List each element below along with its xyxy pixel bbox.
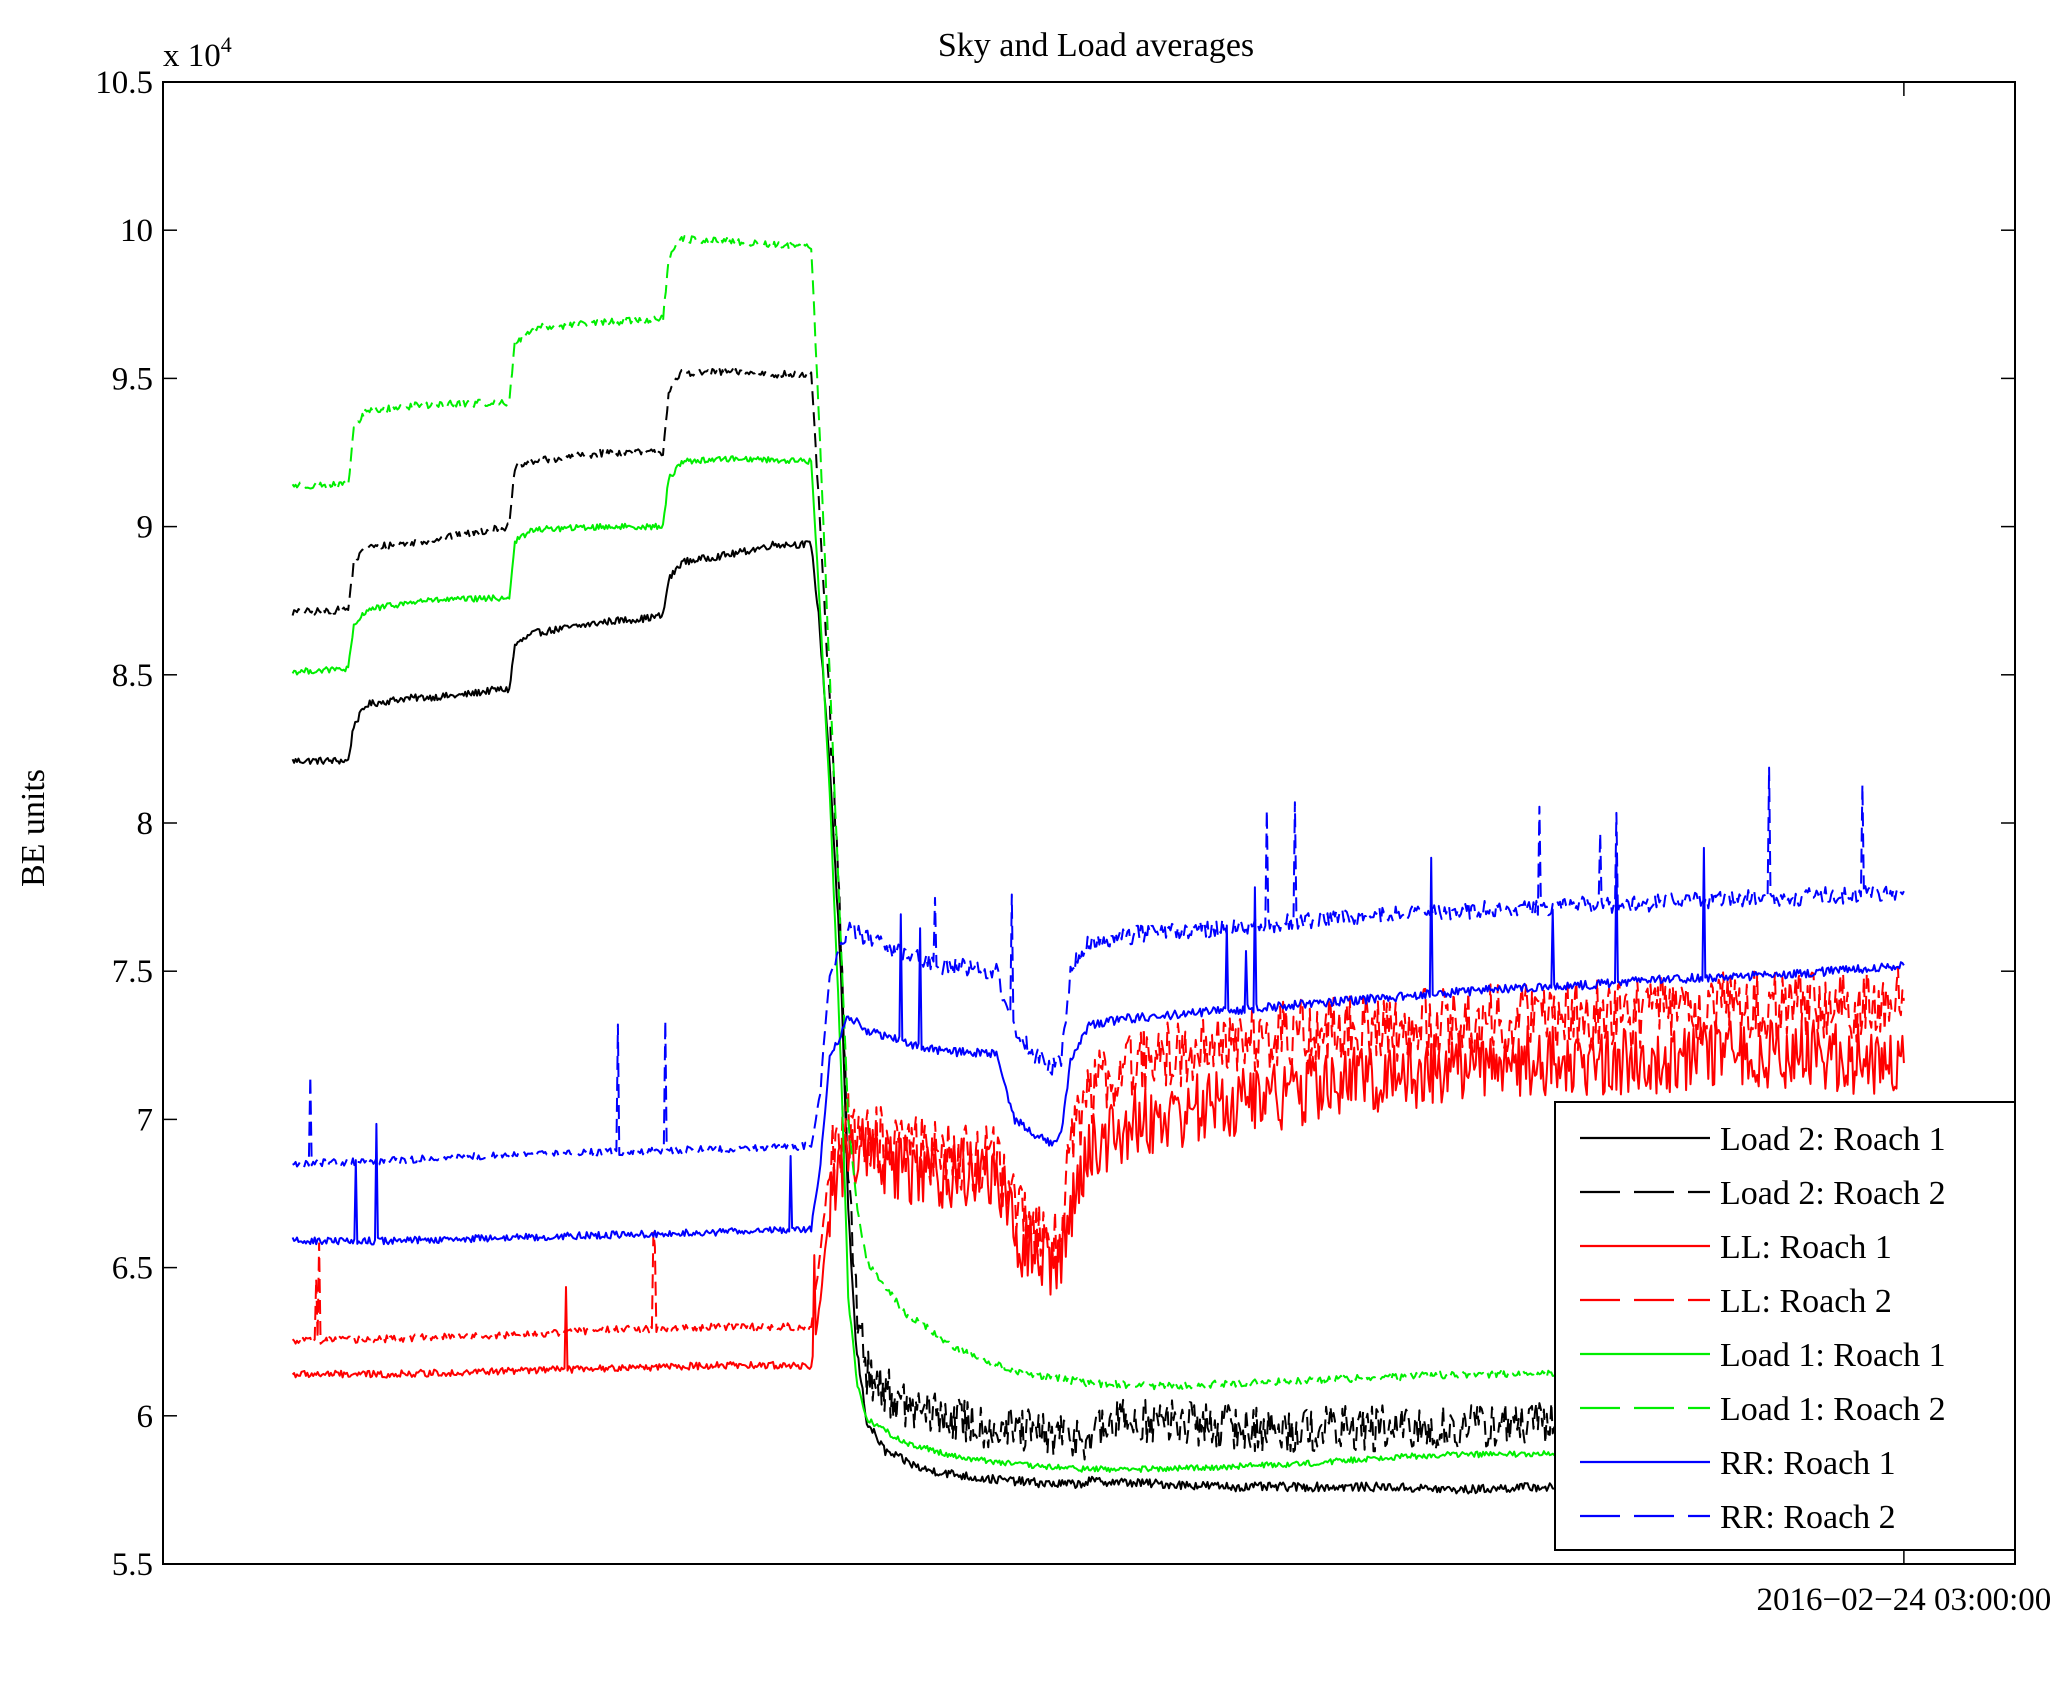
series-line-8 bbox=[292, 766, 1905, 1168]
y-multiplier-label: x 104 bbox=[163, 32, 232, 74]
legend-box bbox=[1554, 1101, 2016, 1551]
y-tick-label: 9 bbox=[137, 510, 154, 546]
legend-entry-3: LL: Roach 1 bbox=[1720, 1229, 1892, 1266]
y-tick-label: 10 bbox=[120, 213, 153, 249]
x-axis: 2016−02−24 03:00:00 bbox=[1756, 82, 2050, 1618]
y-tick-label: 9.5 bbox=[112, 361, 153, 397]
series-line-7 bbox=[291, 846, 1905, 1246]
legend-entry-4: LL: Roach 2 bbox=[1720, 1283, 1892, 1320]
y-tick-label: 10.5 bbox=[95, 65, 153, 101]
y-tick-label: 6.5 bbox=[112, 1251, 153, 1287]
legend-entry-5: Load 1: Roach 1 bbox=[1720, 1337, 1946, 1374]
legend-entry-1: Load 2: Roach 1 bbox=[1720, 1121, 1946, 1158]
y-tick-label: 7 bbox=[137, 1102, 154, 1138]
y-axis-label: BE units bbox=[15, 769, 52, 887]
series-line-4 bbox=[291, 966, 1905, 1345]
y-tick-label: 6 bbox=[137, 1399, 154, 1435]
chart-title: Sky and Load averages bbox=[938, 27, 1254, 64]
legend-entry-8: RR: Roach 2 bbox=[1720, 1499, 1896, 1536]
legend-entry-2: Load 2: Roach 2 bbox=[1720, 1175, 1946, 1212]
series-line-3 bbox=[291, 1019, 1905, 1379]
y-axis: 5.5 6 6.5 7 7.5 8 8.5 9 9.5 10 10.5 bbox=[95, 65, 2015, 1583]
y-tick-label: 8.5 bbox=[112, 658, 153, 694]
legend-entry-6: Load 1: Roach 2 bbox=[1720, 1391, 1946, 1428]
y-tick-label: 5.5 bbox=[112, 1547, 153, 1583]
legend-entry-7: RR: Roach 1 bbox=[1720, 1445, 1896, 1482]
y-tick-label: 8 bbox=[137, 806, 154, 842]
y-tick-label: 7.5 bbox=[112, 954, 153, 990]
y-multiplier-base: x 10 bbox=[163, 38, 221, 74]
y-multiplier-exponent: 4 bbox=[221, 32, 232, 57]
x-tick-label: 2016−02−24 03:00:00 bbox=[1756, 1582, 2050, 1618]
legend: Load 2: Roach 1 Load 2: Roach 2 LL: Roach … bbox=[1554, 1101, 2016, 1551]
